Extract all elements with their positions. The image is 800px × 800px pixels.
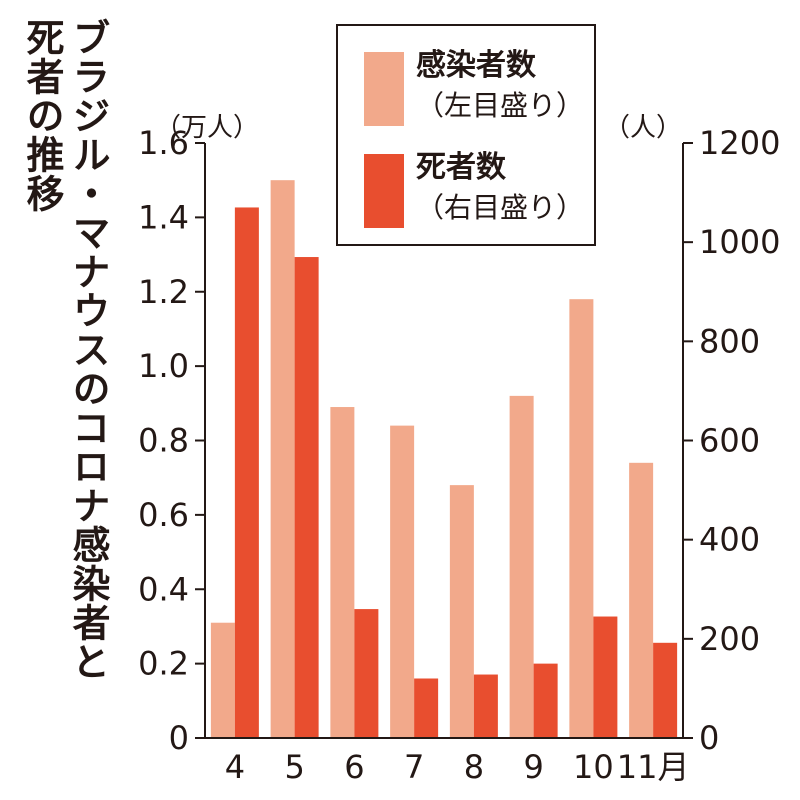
y-left-tick-label: 0 <box>169 719 189 757</box>
bar-deaths <box>414 678 439 738</box>
y-left-tick-label: 1.4 <box>138 198 189 236</box>
legend-label-infections: 感染者数 <box>416 48 536 83</box>
chart-title-line-2: 死者の推移 <box>20 18 64 213</box>
legend-axis-note-infections: （左目盛り） <box>416 89 585 122</box>
y-left-tick-label: 1.0 <box>138 347 189 385</box>
bar-infections <box>210 622 235 738</box>
y-right-tick-label: 1200 <box>699 124 780 162</box>
y-right-tick-label: 400 <box>699 521 760 559</box>
bar-infections <box>629 462 654 738</box>
x-category-label: 4 <box>225 748 245 786</box>
x-category-label: 7 <box>404 748 424 786</box>
y-left-tick-label: 1.2 <box>138 273 189 311</box>
y-left-tick-label: 1.6 <box>138 124 189 162</box>
y-left-tick-label: 0.4 <box>138 570 189 608</box>
legend-axis-note-deaths: （右目盛り） <box>416 191 585 224</box>
bar-deaths <box>354 609 379 738</box>
y-left-tick-label: 0.2 <box>138 645 189 683</box>
x-category-label: 6 <box>344 748 364 786</box>
bar-deaths <box>294 257 319 738</box>
bar-infections <box>449 485 474 738</box>
bar-infections <box>509 395 534 738</box>
x-category-label: 9 <box>523 748 543 786</box>
bar-deaths <box>473 674 498 738</box>
bar-deaths <box>653 642 678 738</box>
y-left-tick-label: 0.6 <box>138 496 189 534</box>
legend-swatch-deaths <box>364 154 404 228</box>
y-right-tick-label: 200 <box>699 620 760 658</box>
x-category-label: 11月 <box>617 748 690 786</box>
bar-infections <box>390 425 415 738</box>
y-right-tick-label: 600 <box>699 422 760 460</box>
bar-deaths <box>234 207 259 739</box>
y-right-tick-label: 0 <box>699 719 719 757</box>
bar-infections <box>270 180 295 738</box>
y-left-axis-label: （万人） <box>155 113 259 143</box>
chart-title-line-1: ブラジル・マナウスのコロナ感染者と <box>66 18 110 681</box>
legend-label-deaths: 死者数 <box>416 150 506 185</box>
x-category-label: 8 <box>464 748 484 786</box>
x-category-label: 10 <box>573 748 614 786</box>
bar-deaths <box>533 663 558 738</box>
y-left-tick-label: 0.8 <box>138 422 189 460</box>
y-right-axis-label: （人） <box>604 113 682 143</box>
chart-legend: 感染者数 （左目盛り） 死者数 （右目盛り） <box>336 24 596 246</box>
y-right-tick-label: 1000 <box>699 223 780 261</box>
y-right-tick-label: 800 <box>699 322 760 360</box>
x-category-label: 5 <box>284 748 304 786</box>
legend-swatch-infections <box>364 52 404 126</box>
bar-infections <box>569 299 594 738</box>
bar-deaths <box>593 616 618 738</box>
bar-infections <box>330 407 355 738</box>
